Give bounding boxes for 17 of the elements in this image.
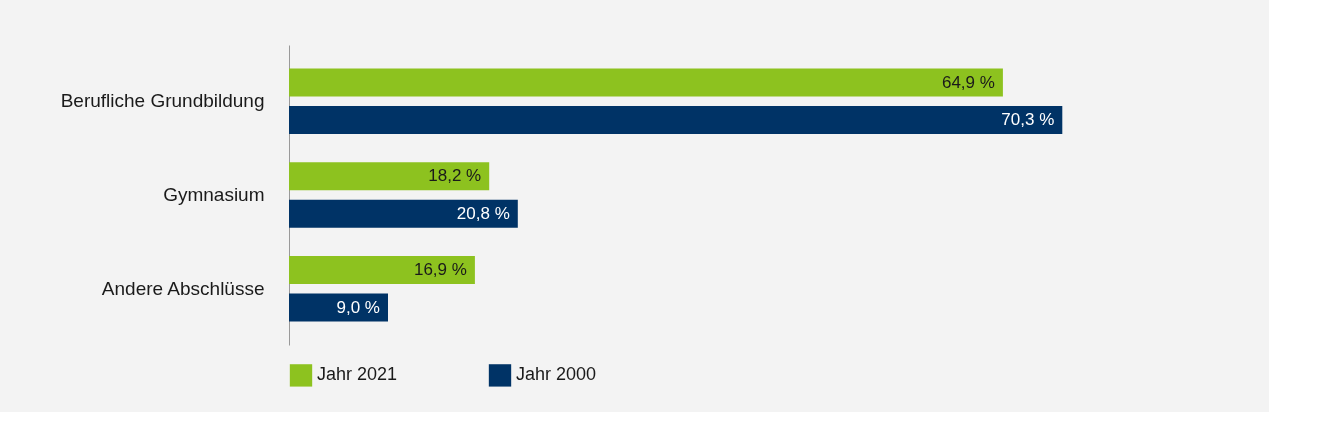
bar — [289, 106, 1063, 134]
data-label: 70,3 % — [1001, 110, 1055, 129]
y-tick-label: Andere Abschlüsse — [101, 277, 265, 299]
data-label: 20,8 % — [456, 203, 510, 223]
data-label: 64,9 % — [941, 72, 995, 92]
bar — [289, 256, 475, 284]
data-label: 18,2 % — [428, 166, 482, 186]
data-label: 16,9 % — [413, 260, 467, 279]
legend-label: Jahr 2000 — [516, 364, 597, 385]
bar — [289, 162, 490, 191]
data-label: 9,0 % — [336, 297, 380, 317]
bar — [289, 293, 388, 322]
y-tick-label: Gymnasium — [163, 184, 265, 205]
bar — [289, 68, 1003, 97]
bar — [289, 199, 518, 228]
legend-label: Jahr 2021 — [317, 364, 398, 385]
y-tick-label: Berufliche Grundbildung — [60, 90, 265, 112]
